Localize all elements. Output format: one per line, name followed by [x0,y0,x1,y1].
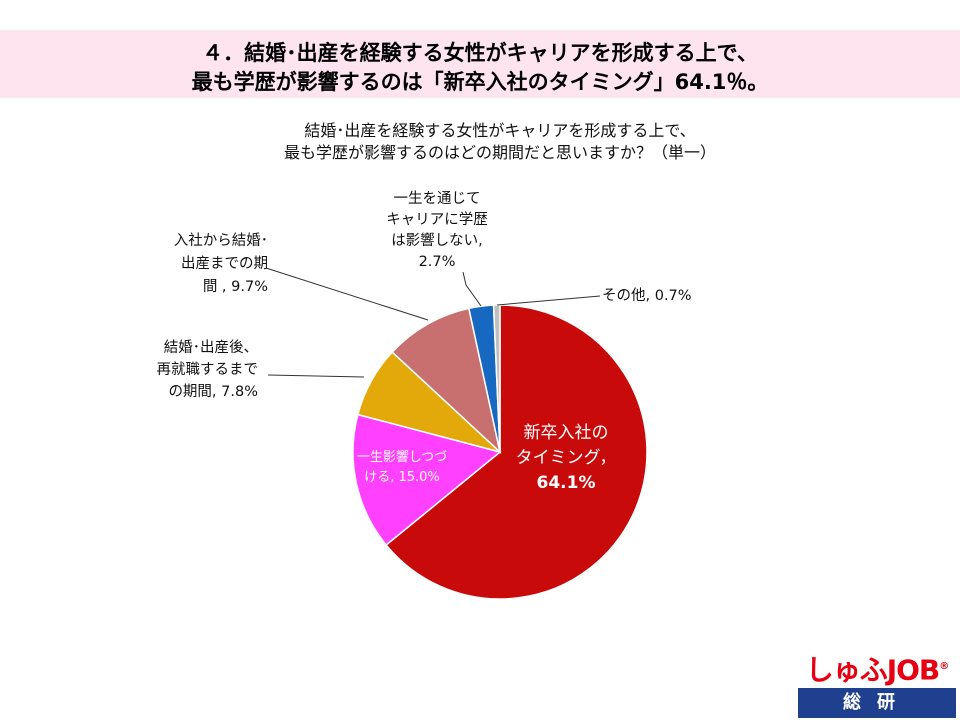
chart-question-line-2: 最も学歴が影響するのはどの期間だと思いますか？（単一） [283,143,716,162]
data-label-3: 結婚･出産後、再就職するまでの期間, 7.8% [157,339,259,400]
leader-line-5 [462,271,482,307]
data-label-1: 新卒入社のタイミング， 64.1% [516,423,617,493]
chart-question-line-1: 結婚･出産を経験する女性がキャリアを形成する上で、 [304,121,696,140]
data-label-6: その他, 0.7% [602,287,692,304]
data-label-4: 入社から結婚･出産までの期間 , 9.7% [174,232,268,295]
header-title-line-2: 最も学歴が影響するのは「新卒入社のタイミング」64.1％。 [191,70,769,94]
data-label-2: 一生影響しつづける, 15.0% [357,449,447,485]
pie-slice-1 [385,304,648,600]
brand-logo-text: しゅふJOB® [805,653,950,687]
leader-line-6 [496,295,601,306]
header-title-line-1: ４．結婚･出産を経験する女性がキャリアを形成する上で、 [202,41,758,65]
brand-logo-subtitle: 総研 [798,688,956,718]
brand-logo: しゅふJOB® 総研 [794,650,960,720]
leader-line-4 [265,267,429,321]
data-label-5: 一生を通じてキャリアに学歴は影響しない, 2.7% [386,190,488,270]
pie-slice-2 [352,413,502,547]
pie-slice-4 [391,307,502,455]
header-band [0,30,960,98]
leader-line-3 [267,374,365,378]
